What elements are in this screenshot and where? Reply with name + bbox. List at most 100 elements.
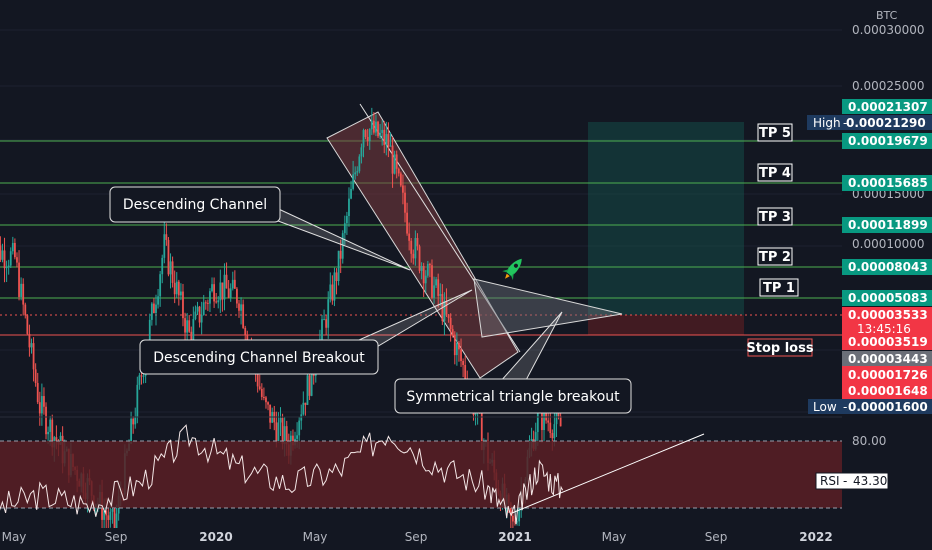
candle-body bbox=[458, 342, 460, 350]
rsi-line bbox=[0, 424, 564, 525]
candle-body bbox=[231, 279, 234, 289]
tp1-label: TP 1 bbox=[759, 278, 799, 297]
candle-body bbox=[420, 265, 423, 271]
candle-body bbox=[242, 304, 245, 328]
candle-body bbox=[215, 301, 218, 303]
candle-body bbox=[5, 266, 8, 269]
candle-body bbox=[350, 188, 352, 199]
candle-body bbox=[329, 284, 332, 300]
candle-body bbox=[402, 185, 404, 193]
svg-text:TP 2: TP 2 bbox=[759, 250, 791, 265]
candle-body bbox=[188, 320, 191, 332]
candle-body bbox=[200, 314, 203, 323]
candle-body bbox=[18, 262, 20, 297]
candle-body bbox=[543, 408, 545, 431]
candle-body bbox=[20, 283, 23, 297]
candle-body bbox=[281, 417, 284, 444]
svg-text:-: - bbox=[843, 474, 847, 488]
candle-body bbox=[545, 408, 547, 421]
tp3-price-tag bbox=[842, 217, 932, 233]
svg-text:0.00003443: 0.00003443 bbox=[848, 352, 928, 366]
candle-body bbox=[343, 223, 346, 234]
profit-zone bbox=[588, 122, 744, 315]
candle-body bbox=[258, 386, 261, 389]
candle-body bbox=[451, 329, 454, 336]
svg-text:0.00001648: 0.00001648 bbox=[848, 384, 928, 398]
svg-text:TP 5: TP 5 bbox=[759, 126, 791, 141]
candle-body bbox=[7, 265, 10, 267]
candle-body bbox=[453, 335, 456, 356]
candle-body bbox=[169, 261, 172, 275]
svg-text:43.30: 43.30 bbox=[853, 474, 887, 488]
candle-body bbox=[269, 404, 272, 423]
candle-body bbox=[105, 510, 108, 516]
candle-body bbox=[333, 272, 336, 301]
candle-body bbox=[429, 263, 431, 266]
candle-body bbox=[327, 299, 330, 328]
candle-body bbox=[30, 343, 33, 348]
svg-text:0.00005083: 0.00005083 bbox=[848, 291, 928, 305]
candle-body bbox=[256, 370, 259, 387]
candle-body bbox=[223, 274, 226, 300]
candle-body bbox=[414, 238, 417, 259]
candle-body bbox=[360, 147, 363, 157]
high-price-tag bbox=[842, 115, 932, 130]
candle-body bbox=[16, 257, 18, 263]
candle-body bbox=[211, 284, 213, 292]
candle-body bbox=[263, 396, 265, 398]
candle-body bbox=[32, 343, 35, 370]
candle-body bbox=[424, 275, 427, 284]
candle-body bbox=[418, 246, 421, 271]
candle-body bbox=[512, 515, 514, 522]
x-tick: Sep bbox=[705, 530, 728, 544]
descending-channel-label: Descending Channel bbox=[123, 197, 267, 213]
svg-text:0.00015685: 0.00015685 bbox=[848, 176, 928, 190]
candle-body bbox=[416, 238, 419, 247]
candle-body bbox=[391, 145, 394, 174]
candle-body bbox=[159, 274, 162, 297]
candle-body bbox=[379, 132, 381, 137]
candle-body bbox=[341, 233, 344, 259]
top-price-tag bbox=[842, 99, 932, 114]
candle-body bbox=[377, 121, 379, 137]
svg-text:High: High bbox=[813, 116, 841, 130]
stop-loss-price-tag bbox=[842, 334, 932, 350]
x-tick: 2020 bbox=[199, 530, 232, 544]
candle-body bbox=[557, 411, 560, 417]
svg-text:-: - bbox=[843, 116, 847, 130]
svg-text:TP 4: TP 4 bbox=[759, 166, 791, 181]
price-tick: 0.00010000 bbox=[852, 237, 925, 251]
candle-body bbox=[354, 172, 357, 175]
candle-body bbox=[310, 358, 313, 396]
candle-body bbox=[180, 291, 182, 296]
candle-body bbox=[306, 375, 309, 405]
candle-body bbox=[337, 250, 340, 282]
candle-body bbox=[153, 303, 155, 314]
candle-body bbox=[298, 420, 301, 436]
candle-body bbox=[219, 282, 222, 301]
candle-body bbox=[109, 511, 112, 520]
rsi-level-label: 80.00 bbox=[852, 434, 886, 448]
candle-body bbox=[34, 369, 37, 384]
svg-text:0.00011899: 0.00011899 bbox=[848, 218, 928, 232]
candle-body bbox=[422, 265, 425, 284]
candle-body bbox=[395, 154, 398, 169]
candle-body bbox=[165, 234, 168, 240]
tp1-price-tag bbox=[842, 290, 932, 306]
svg-text:0.00001600: 0.00001600 bbox=[848, 400, 928, 414]
candle-body bbox=[43, 396, 45, 407]
candle-body bbox=[412, 253, 415, 259]
candle-body bbox=[352, 174, 355, 189]
candle-body bbox=[192, 319, 195, 343]
descending-channel-shape bbox=[326, 111, 519, 379]
candle-body bbox=[14, 242, 16, 258]
callout-triangle: Symmetrical triangle breakout bbox=[394, 311, 632, 414]
candle-body bbox=[285, 426, 288, 445]
candle-body bbox=[38, 402, 41, 414]
svg-text:-: - bbox=[843, 400, 847, 414]
low-price-tag bbox=[842, 399, 932, 414]
candle-body bbox=[24, 304, 27, 316]
candle-body bbox=[47, 431, 49, 435]
candle-body bbox=[431, 265, 433, 298]
